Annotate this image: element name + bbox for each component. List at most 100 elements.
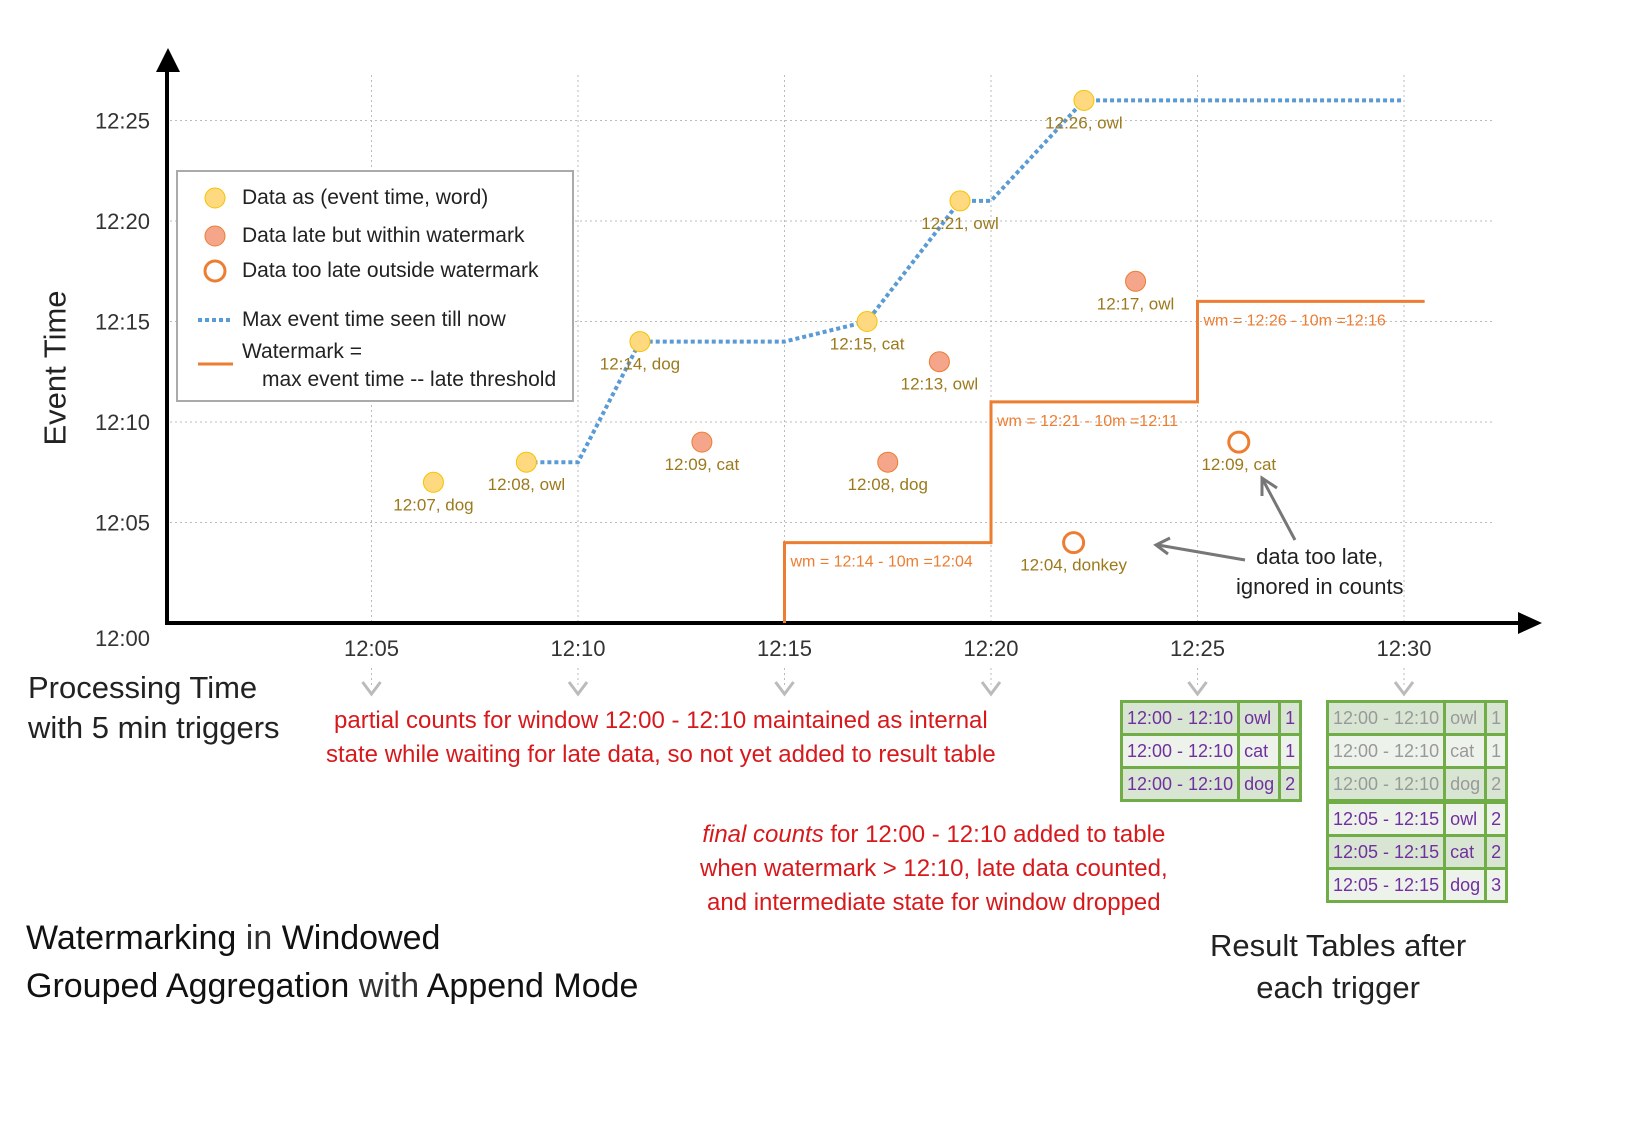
title-append-mode: Append Mode xyxy=(426,967,639,1005)
too-late-line1: data too late, xyxy=(1256,544,1384,569)
table-cell: dog xyxy=(1443,766,1488,803)
trigger-arrow-icon xyxy=(361,681,382,697)
final-line3: and intermediate state for window droppe… xyxy=(707,889,1161,916)
table-row: 12:00 - 12:10 dog 2 xyxy=(1325,766,1509,803)
too-late-data-point xyxy=(1062,531,1086,555)
table-cell: 2 xyxy=(1484,766,1509,803)
table-cell: owl xyxy=(1443,700,1488,736)
table-cell: cat xyxy=(1443,834,1488,870)
legend-max-event: Max event time seen till now xyxy=(242,308,506,331)
y-axis-arrow-icon xyxy=(156,48,180,72)
on-time-data-point xyxy=(515,451,537,473)
table-cell: 12:05 - 12:15 xyxy=(1325,867,1447,903)
trigger-arrow-icon xyxy=(1187,681,1208,697)
data-point-label: 12:09, cat xyxy=(1201,455,1276,474)
legend-too-late: Data too late outside watermark xyxy=(242,259,539,282)
title-with: with xyxy=(349,967,427,1005)
diagram-title: Watermarking in Windowed Grouped Aggrega… xyxy=(26,914,638,1010)
x-tick-label: 12:30 xyxy=(1376,636,1431,661)
x-axis-label: Processing Time with 5 min triggers xyxy=(28,668,280,748)
table-row: 12:05 - 12:15 cat 2 xyxy=(1325,834,1509,870)
table-cell: 1 xyxy=(1484,733,1509,769)
table-row: 12:05 - 12:15 dog 3 xyxy=(1325,867,1509,903)
late-data-point xyxy=(877,451,899,473)
result-caption-line2: each trigger xyxy=(1256,970,1420,1005)
table-row: 12:00 - 12:10 cat 1 xyxy=(1119,733,1303,769)
legend-watermark: Watermark = xyxy=(242,340,362,363)
table-row: 12:00 - 12:10 dog 2 xyxy=(1119,766,1303,802)
partial-line1: partial counts for window 12:00 - 12:10 … xyxy=(334,707,988,734)
partial-line2: state while waiting for late data, so no… xyxy=(326,741,996,768)
data-point-label: 12:21, owl xyxy=(921,214,999,233)
x-tick-label: 12:05 xyxy=(344,636,399,661)
title-grouped-aggregation: Grouped Aggregation xyxy=(26,967,350,1005)
table-cell: 12:00 - 12:10 xyxy=(1325,700,1447,736)
data-point-label: 12:08, dog xyxy=(848,475,928,494)
on-time-dot-icon xyxy=(204,187,226,209)
table-cell: 12:00 - 12:10 xyxy=(1119,700,1241,736)
table-cell: 1 xyxy=(1484,700,1509,736)
title-watermarking: Watermarking xyxy=(26,919,237,957)
table-cell: 2 xyxy=(1484,799,1509,837)
x-tick-label: 12:20 xyxy=(963,636,1018,661)
on-time-data-point xyxy=(1073,89,1095,111)
on-time-data-point xyxy=(629,331,651,353)
annotation-arrow-icon xyxy=(1260,475,1297,541)
table-cell: 2 xyxy=(1278,766,1303,802)
table-cell: 12:05 - 12:15 xyxy=(1325,834,1447,870)
trigger-arrow-icon xyxy=(980,681,1002,697)
late-data-point xyxy=(1125,270,1147,292)
data-point-label: 12:17, owl xyxy=(1097,294,1175,313)
y-tick-label: 12:25 xyxy=(95,109,150,134)
final-line1: for 12:00 - 12:10 added to table xyxy=(823,821,1166,848)
data-point-label: 12:26, owl xyxy=(1045,113,1123,132)
trigger-arrow-icon xyxy=(1393,681,1415,697)
y-tick-label: 12:00 xyxy=(95,626,150,651)
x-tick-label: 12:15 xyxy=(757,636,812,661)
legend-late: Data late but within watermark xyxy=(242,224,525,247)
on-time-data-point xyxy=(949,190,971,212)
too-late-data-point xyxy=(1227,430,1251,454)
table-cell: 12:00 - 12:10 xyxy=(1119,733,1241,769)
legend-on-time: Data as (event time, word) xyxy=(242,186,489,209)
too-late-line2: ignored in counts xyxy=(1236,574,1404,599)
result-table-1: 12:00 - 12:10 owl 1 12:00 - 12:10 cat 1 12:00 … xyxy=(1119,700,1303,802)
watermark-label: wm = 12:26 - 10m =12:16 xyxy=(1203,312,1386,329)
data-point-label: 12:04, donkey xyxy=(1020,556,1127,575)
y-tick-label: 12:20 xyxy=(95,209,150,234)
on-time-data-point xyxy=(422,471,444,493)
title-in: in xyxy=(236,919,282,957)
table-row: 12:00 - 12:10 cat 1 xyxy=(1325,733,1509,769)
data-point-label: 12:09, cat xyxy=(665,455,740,474)
table-cell: cat xyxy=(1237,733,1282,769)
x-axis-arrow-icon xyxy=(1518,612,1542,634)
late-data-point xyxy=(691,431,713,453)
table-cell: 12:00 - 12:10 xyxy=(1119,766,1241,802)
watermark-line xyxy=(783,299,1425,623)
result-caption-line1: Result Tables after xyxy=(1210,928,1467,963)
partial-counts-note: partial counts for window 12:00 - 12:10 … xyxy=(326,704,996,772)
data-point-label: 12:13, owl xyxy=(901,375,979,394)
data-point-label: 12:14, dog xyxy=(600,355,680,374)
final-counts-note: final counts for 12:00 - 12:10 added to … xyxy=(700,818,1168,920)
final-line2: when watermark > 12:10, late data counte… xyxy=(700,855,1168,882)
x-axis-label-line1: Processing Time xyxy=(28,670,258,705)
watermark-label: wm = 12:21 - 10m =12:11 xyxy=(996,413,1178,430)
table-cell: dog xyxy=(1443,867,1488,903)
annotation-arrow-icon xyxy=(1153,536,1246,562)
table-cell: 1 xyxy=(1278,733,1303,769)
result-caption: Result Tables after each trigger xyxy=(1210,925,1466,1009)
result-table-2: 12:00 - 12:10 owl 1 12:00 - 12:10 cat 1 12:00 … xyxy=(1325,700,1509,903)
table-cell: 12:05 - 12:15 xyxy=(1325,799,1447,837)
title-windowed: Windowed xyxy=(281,919,441,957)
trigger-arrow-icon xyxy=(774,681,795,697)
table-cell: dog xyxy=(1237,766,1282,802)
y-tick-label: 12:10 xyxy=(95,410,150,435)
final-counts-emphasis: final counts xyxy=(702,821,824,848)
table-cell: owl xyxy=(1443,799,1488,837)
table-cell: 2 xyxy=(1484,834,1509,870)
table-cell: 1 xyxy=(1278,700,1303,736)
table-row: 12:00 - 12:10 owl 1 xyxy=(1119,700,1303,736)
table-cell: cat xyxy=(1443,733,1488,769)
